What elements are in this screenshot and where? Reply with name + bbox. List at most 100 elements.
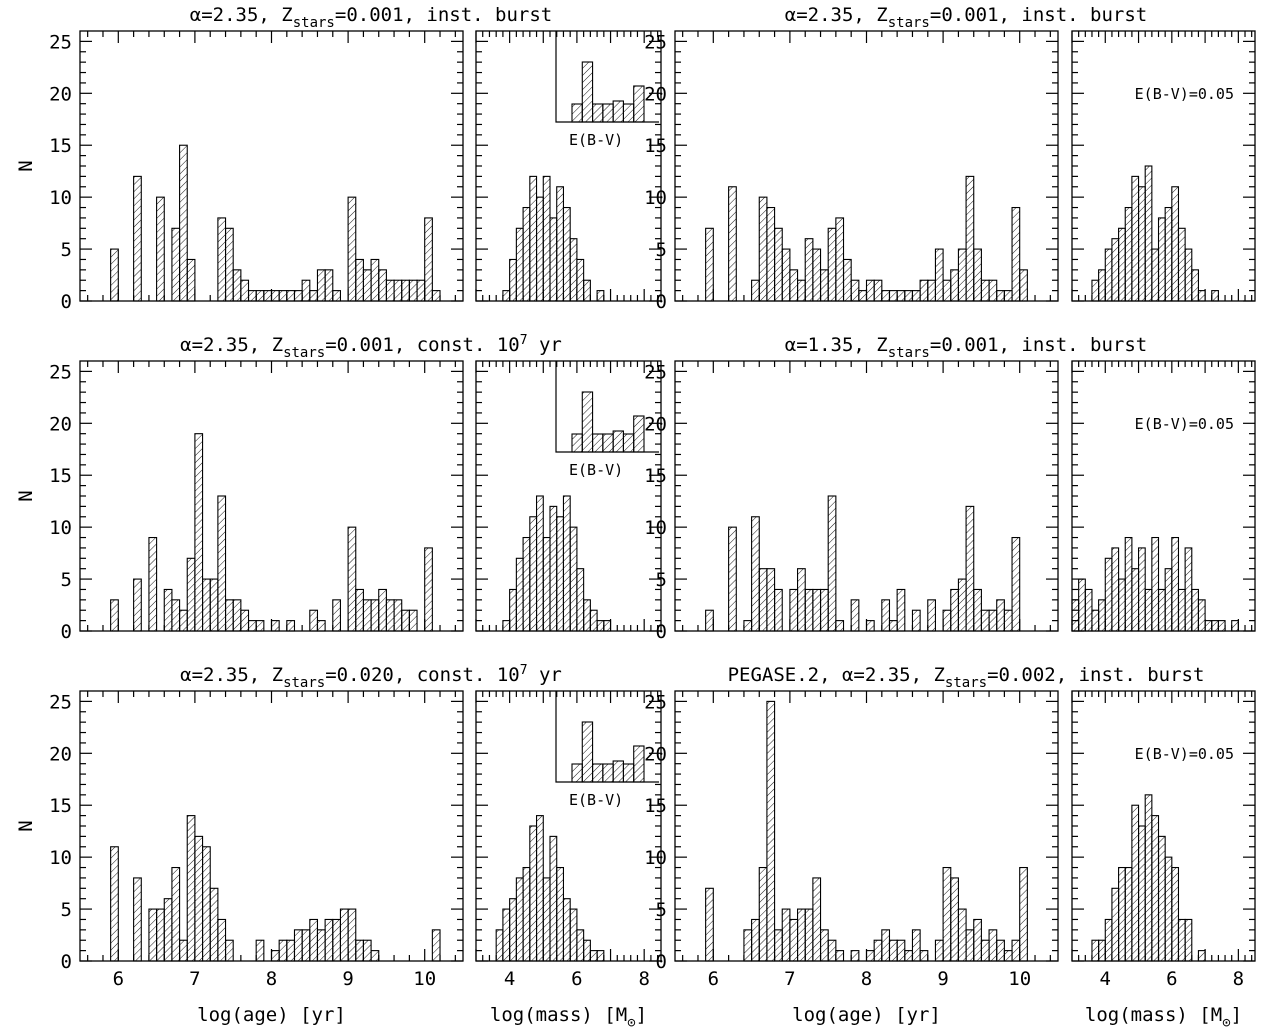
y-tick-label: 15 [644, 795, 667, 817]
histogram-bar [973, 918, 982, 962]
histogram-bar [509, 258, 517, 302]
y-tick-label: 5 [61, 569, 72, 591]
histogram-bar [179, 144, 188, 302]
histogram-bar [529, 175, 538, 302]
histogram-bar [774, 929, 783, 962]
histogram-bar [1157, 217, 1166, 302]
histogram-bar [1131, 804, 1140, 962]
histogram-bar [827, 495, 837, 632]
histogram-bar [278, 290, 288, 302]
panel-title: PEGASE.2, α=2.35, Zstars=0.002, inst. bu… [728, 664, 1205, 691]
histogram-bar [179, 939, 188, 962]
histogram-bar [171, 599, 181, 632]
y-tick-label: 20 [49, 413, 72, 435]
histogram-bar [766, 568, 776, 632]
histogram-bar [1019, 866, 1028, 962]
histogram-bar [569, 526, 578, 632]
histogram-bar [549, 217, 558, 302]
inset-bar [622, 433, 635, 453]
histogram-bar [339, 908, 349, 962]
histogram-bar [255, 290, 265, 302]
inset-bar [592, 763, 604, 783]
histogram-bar [1144, 588, 1153, 632]
histogram-bar [224, 599, 234, 632]
histogram-bar [1184, 547, 1193, 632]
histogram-bar [797, 908, 806, 962]
histogram-bar [1091, 279, 1100, 302]
histogram-bar [1157, 835, 1166, 962]
histogram-bar [509, 588, 517, 632]
histogram-bar [1011, 536, 1021, 632]
histogram-bar [850, 279, 860, 302]
inset-bar [633, 85, 645, 123]
histogram-bar [569, 908, 578, 962]
histogram-bar [751, 279, 760, 302]
histogram-bar [758, 866, 768, 962]
histogram-bar [996, 599, 1005, 632]
histogram-bar [911, 929, 921, 962]
histogram-bar [789, 269, 799, 302]
histogram-bar [812, 588, 822, 632]
histogram-bar [171, 866, 181, 962]
histogram-bar [996, 939, 1005, 962]
histogram-bar [576, 568, 585, 632]
inset-bar [612, 760, 624, 783]
x-tick-label: 9 [342, 968, 353, 990]
inset-bar [602, 103, 614, 123]
inset-bar [622, 103, 635, 123]
histogram-bar [522, 866, 531, 962]
y-tick-label: 5 [61, 239, 72, 261]
histogram-bar [705, 227, 714, 302]
ebv-annotation: E(B-V)=0.05 [1135, 85, 1234, 103]
histogram-bar [1011, 939, 1021, 962]
histogram-bar [819, 588, 829, 632]
histogram-bar [789, 918, 799, 962]
histogram-bar [980, 609, 990, 632]
histogram-bar [148, 908, 158, 962]
histogram-bar [549, 835, 558, 962]
histogram-bar [408, 279, 418, 302]
histogram-bar [728, 526, 737, 632]
histogram-bar [728, 186, 737, 302]
histogram-bar [583, 599, 591, 632]
histogram-bar [370, 599, 380, 632]
histogram-bar [850, 950, 860, 962]
histogram-bar [542, 877, 551, 962]
histogram-bar [1011, 206, 1021, 302]
x-tick-label: 6 [571, 968, 582, 990]
histogram-bar [596, 950, 605, 962]
histogram-bar [904, 950, 914, 962]
histogram-bar [927, 279, 936, 302]
x-tick-label: 6 [1166, 968, 1177, 990]
histogram-bar [309, 918, 319, 962]
y-tick-label: 25 [49, 361, 72, 383]
histogram-bar [1144, 794, 1153, 962]
histogram-bar [1177, 918, 1186, 962]
histogram-bar [743, 929, 753, 962]
x-tick-label: 7 [189, 968, 200, 990]
histogram-bar [232, 269, 242, 302]
inset-label: E(B-V) [569, 461, 623, 479]
histogram-bar [1191, 588, 1199, 632]
histogram-bar [1177, 588, 1186, 632]
histogram-bar [148, 536, 158, 632]
x-axis-label-age: log(age) [yr] [197, 1004, 346, 1026]
x-tick-label: 10 [413, 968, 436, 990]
histogram-bar [934, 939, 944, 962]
y-tick-label: 20 [644, 743, 667, 765]
histogram-bar [270, 290, 280, 302]
panel-frame-r2c2 [674, 690, 1059, 962]
histogram-bar [355, 258, 364, 302]
histogram-bar [919, 279, 929, 302]
histogram-bar [1118, 227, 1126, 302]
histogram-bar [873, 279, 883, 302]
x-tick-label: 7 [784, 968, 795, 990]
y-axis-label: N [15, 160, 37, 171]
histogram-bar [1104, 918, 1113, 962]
histogram-bar [1084, 588, 1093, 632]
histogram-bar [950, 877, 959, 962]
histogram-bar [286, 290, 296, 302]
histogram-bar [1104, 248, 1113, 302]
histogram-bar [797, 279, 806, 302]
